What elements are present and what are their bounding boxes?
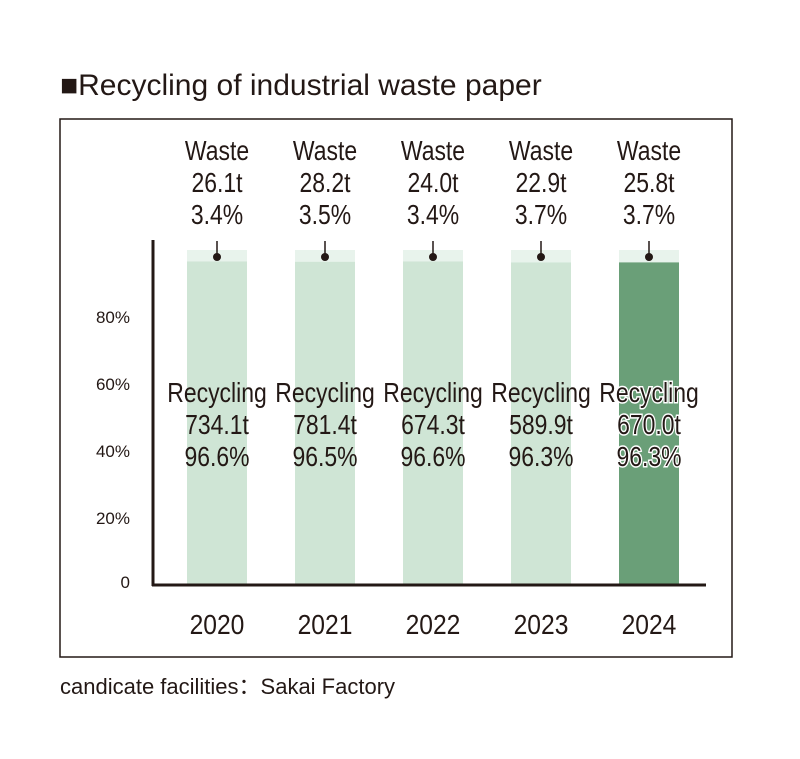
waste-label-2024-0: Waste [617, 136, 681, 167]
waste-label-2024-1: 25.8t [623, 168, 674, 199]
recycling-bar-2023 [511, 262, 571, 585]
waste-leader-dot-2022 [429, 253, 437, 261]
x-tick-label-2022: 2022 [406, 609, 461, 641]
recycling-bar-2022 [403, 261, 463, 585]
recycling-label-2021-2: 96.5% [292, 442, 357, 473]
footnote: candicate facilities：Sakai Factory [60, 674, 396, 699]
recycling-label-2020-2: 96.6% [184, 442, 249, 473]
waste-label-2022-2: 3.4% [407, 200, 459, 231]
waste-label-2020-1: 26.1t [191, 168, 242, 199]
waste-leader-dot-2020 [213, 253, 221, 261]
recycling-label-2022-0: Recycling [383, 378, 482, 409]
waste-label-2023-2: 3.7% [515, 200, 567, 231]
chart-title: ■Recycling of industrial waste paper [60, 69, 542, 102]
waste-label-2021-2: 3.5% [299, 200, 351, 231]
recycling-bar-2024 [619, 262, 679, 585]
waste-label-2021-0: Waste [293, 136, 357, 167]
recycling-label-2024-2: 96.3% [616, 442, 681, 473]
y-tick-label-0: 0 [121, 573, 130, 592]
y-tick-label-1: 20% [96, 509, 130, 528]
y-tick-label-4: 80% [96, 308, 130, 327]
x-tick-label-2023: 2023 [514, 609, 569, 641]
recycling-bar-2021 [295, 261, 355, 585]
x-tick-label-2020: 2020 [190, 609, 245, 641]
recycling-label-2023-2: 96.3% [508, 442, 573, 473]
waste-label-2022-1: 24.0t [407, 168, 458, 199]
waste-leader-dot-2023 [537, 253, 545, 261]
recycling-label-2023-0: Recycling [491, 378, 590, 409]
waste-label-2020-0: Waste [185, 136, 249, 167]
waste-label-2021-1: 28.2t [299, 168, 350, 199]
recycling-label-2022-1: 674.3t [401, 410, 465, 441]
recycling-label-2020-0: Recycling [167, 378, 266, 409]
recycling-label-2021-0: Recycling [275, 378, 374, 409]
recycling-label-2024-1: 670.0t [617, 410, 681, 441]
x-tick-label-2021: 2021 [298, 609, 353, 641]
chart-frame [59, 118, 733, 658]
waste-label-2023-1: 22.9t [515, 168, 566, 199]
waste-label-2022-0: Waste [401, 136, 465, 167]
y-tick-label-2: 40% [96, 442, 130, 461]
y-tick-label-3: 60% [96, 375, 130, 394]
waste-leader-dot-2021 [321, 253, 329, 261]
recycling-label-2024-0: Recycling [599, 378, 698, 409]
recycling-label-2023-1: 589.9t [509, 410, 573, 441]
x-tick-label-2024: 2024 [622, 609, 677, 641]
waste-label-2020-2: 3.4% [191, 200, 243, 231]
recycling-label-2021-1: 781.4t [293, 410, 357, 441]
recycling-label-2022-2: 96.6% [400, 442, 465, 473]
waste-label-2023-0: Waste [509, 136, 573, 167]
waste-label-2024-2: 3.7% [623, 200, 675, 231]
waste-leader-dot-2024 [645, 253, 653, 261]
recycling-bar-2020 [187, 261, 247, 585]
recycling-label-2020-1: 734.1t [185, 410, 249, 441]
